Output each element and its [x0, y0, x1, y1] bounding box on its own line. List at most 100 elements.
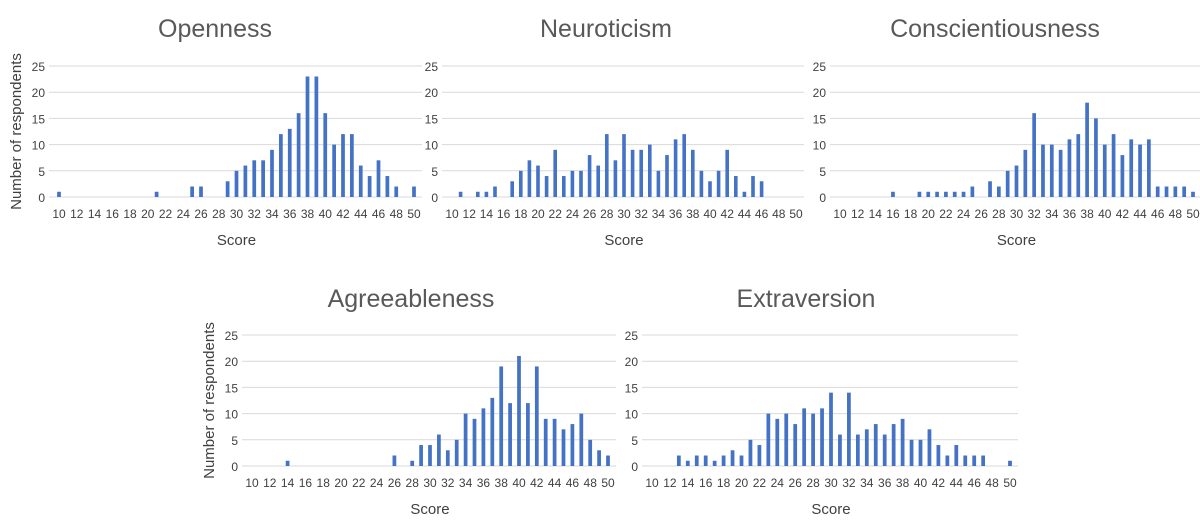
bar	[475, 191, 480, 197]
bar	[296, 113, 301, 197]
x-tick-label: 26	[975, 207, 989, 221]
x-tick-label: 18	[123, 207, 137, 221]
bar	[613, 160, 618, 197]
x-tick-label: 26	[388, 476, 402, 490]
bar	[392, 455, 397, 466]
x-tick-label: 26	[789, 476, 803, 490]
bar	[820, 408, 824, 466]
bar	[891, 424, 896, 466]
x-tick-label: 18	[514, 207, 528, 221]
y-tick-label: 0	[819, 191, 826, 205]
x-tick-label: 38	[495, 476, 509, 490]
x-tick-label: 12	[70, 207, 84, 221]
bar	[463, 413, 468, 466]
bar	[1173, 186, 1178, 197]
x-tick-label: 36	[669, 207, 683, 221]
x-tick-label: 22	[159, 207, 173, 221]
bar	[935, 191, 939, 197]
bar	[445, 450, 450, 466]
x-tick-label: 34	[652, 207, 666, 221]
x-tick-label: 50	[1003, 476, 1017, 490]
x-tick-label: 30	[824, 476, 838, 490]
bar	[472, 418, 477, 466]
x-tick-label: 42	[530, 476, 544, 490]
bar	[639, 149, 644, 197]
bar	[412, 186, 416, 197]
bar	[1058, 149, 1063, 197]
bar	[350, 134, 354, 197]
bar	[419, 445, 423, 466]
bar	[1164, 186, 1169, 197]
bar	[751, 176, 755, 197]
x-tick-label: 34	[265, 207, 279, 221]
x-tick-label: 44	[950, 476, 964, 490]
x-tick-label: 14	[681, 476, 695, 490]
bar	[579, 413, 584, 466]
x-tick-label: 44	[738, 207, 752, 221]
x-tick-label: 16	[886, 207, 900, 221]
bar	[909, 439, 914, 466]
bar	[733, 176, 738, 197]
x-axis-label: Score	[217, 232, 256, 249]
x-tick-label: 50	[601, 476, 615, 490]
bar	[570, 170, 575, 197]
x-tick-label: 18	[717, 476, 731, 490]
x-tick-label: 22	[549, 207, 563, 221]
y-tick-label: 0	[231, 460, 238, 474]
bar	[1067, 139, 1072, 197]
x-tick-label: 28	[806, 476, 820, 490]
bar	[793, 424, 798, 466]
x-tick-label: 36	[1063, 207, 1077, 221]
x-tick-label: 16	[497, 207, 511, 221]
x-tick-label: 34	[459, 476, 473, 490]
y-tick-label: 20	[225, 355, 239, 369]
bar	[526, 403, 530, 466]
x-tick-label: 20	[141, 207, 155, 221]
x-tick-label: 22	[352, 476, 366, 490]
y-tick-label: 15	[225, 381, 239, 395]
bar	[1138, 144, 1142, 197]
bar	[305, 76, 310, 197]
bar	[490, 397, 495, 466]
bar	[712, 460, 717, 466]
x-axis-label: Score	[604, 232, 643, 249]
x-tick-label: 26	[194, 207, 208, 221]
bar	[665, 155, 669, 197]
chart-title: Neuroticism	[540, 15, 672, 43]
bar	[314, 76, 319, 197]
bar	[1076, 134, 1081, 197]
x-tick-label: 14	[480, 207, 494, 221]
bar	[766, 413, 771, 466]
bar	[517, 355, 521, 466]
bar	[1094, 118, 1098, 197]
bar	[917, 191, 922, 197]
bar	[961, 191, 966, 197]
bar	[454, 439, 459, 466]
bar	[855, 434, 860, 466]
x-tick-label: 48	[390, 207, 404, 221]
x-tick-label: 10	[52, 207, 66, 221]
x-tick-label: 18	[317, 476, 331, 490]
x-tick-label: 24	[957, 207, 971, 221]
x-axis-label: Score	[811, 501, 850, 518]
bar	[1008, 460, 1012, 466]
bar	[1041, 144, 1045, 197]
x-tick-label: 40	[914, 476, 928, 490]
bar	[981, 455, 986, 466]
bar	[570, 424, 575, 466]
x-tick-label: 30	[230, 207, 244, 221]
bar	[579, 170, 583, 197]
bar	[552, 418, 557, 466]
bar	[437, 434, 441, 466]
y-tick-label: 20	[813, 86, 827, 100]
bar	[234, 170, 239, 197]
x-tick-label: 48	[985, 476, 999, 490]
x-tick-label: 30	[423, 476, 437, 490]
bar	[891, 191, 895, 197]
x-tick-label: 48	[1169, 207, 1183, 221]
x-tick-label: 30	[617, 207, 631, 221]
y-tick-label: 10	[225, 408, 239, 422]
bar	[725, 149, 730, 197]
